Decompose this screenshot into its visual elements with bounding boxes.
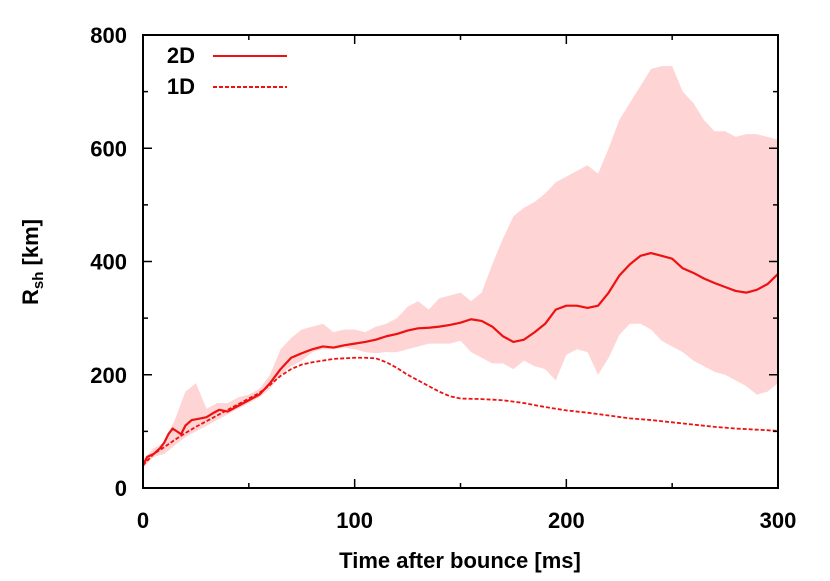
axis-ticks	[142, 34, 779, 489]
y-axis-title-unit: [km]	[18, 219, 43, 272]
x-tick-label: 200	[548, 508, 585, 533]
variability-band	[143, 66, 778, 469]
legend-label-2d: 2D	[167, 43, 195, 68]
x-axis-title: Time after bounce [ms]	[339, 548, 581, 573]
y-tick-label: 0	[115, 476, 127, 501]
x-tick-label: 0	[137, 508, 149, 533]
y-axis-title-main: R	[18, 289, 43, 305]
plot-area	[143, 66, 778, 469]
y-tick-label: 600	[90, 136, 127, 161]
y-tick-label: 800	[90, 23, 127, 48]
y-axis-title-sub: sh	[30, 272, 47, 290]
legend: 2D 1D	[167, 43, 287, 99]
x-tick-label: 100	[336, 508, 373, 533]
tick-labels: 0 100 200 300 0 200 400 600 800	[90, 23, 796, 533]
y-tick-label: 200	[90, 363, 127, 388]
x-tick-label: 300	[760, 508, 797, 533]
legend-label-1d: 1D	[167, 74, 195, 99]
series-line-1d	[143, 356, 778, 466]
y-axis-title: Rsh [km]	[18, 219, 47, 305]
y-tick-label: 400	[90, 250, 127, 275]
series-line-2d	[143, 251, 778, 466]
